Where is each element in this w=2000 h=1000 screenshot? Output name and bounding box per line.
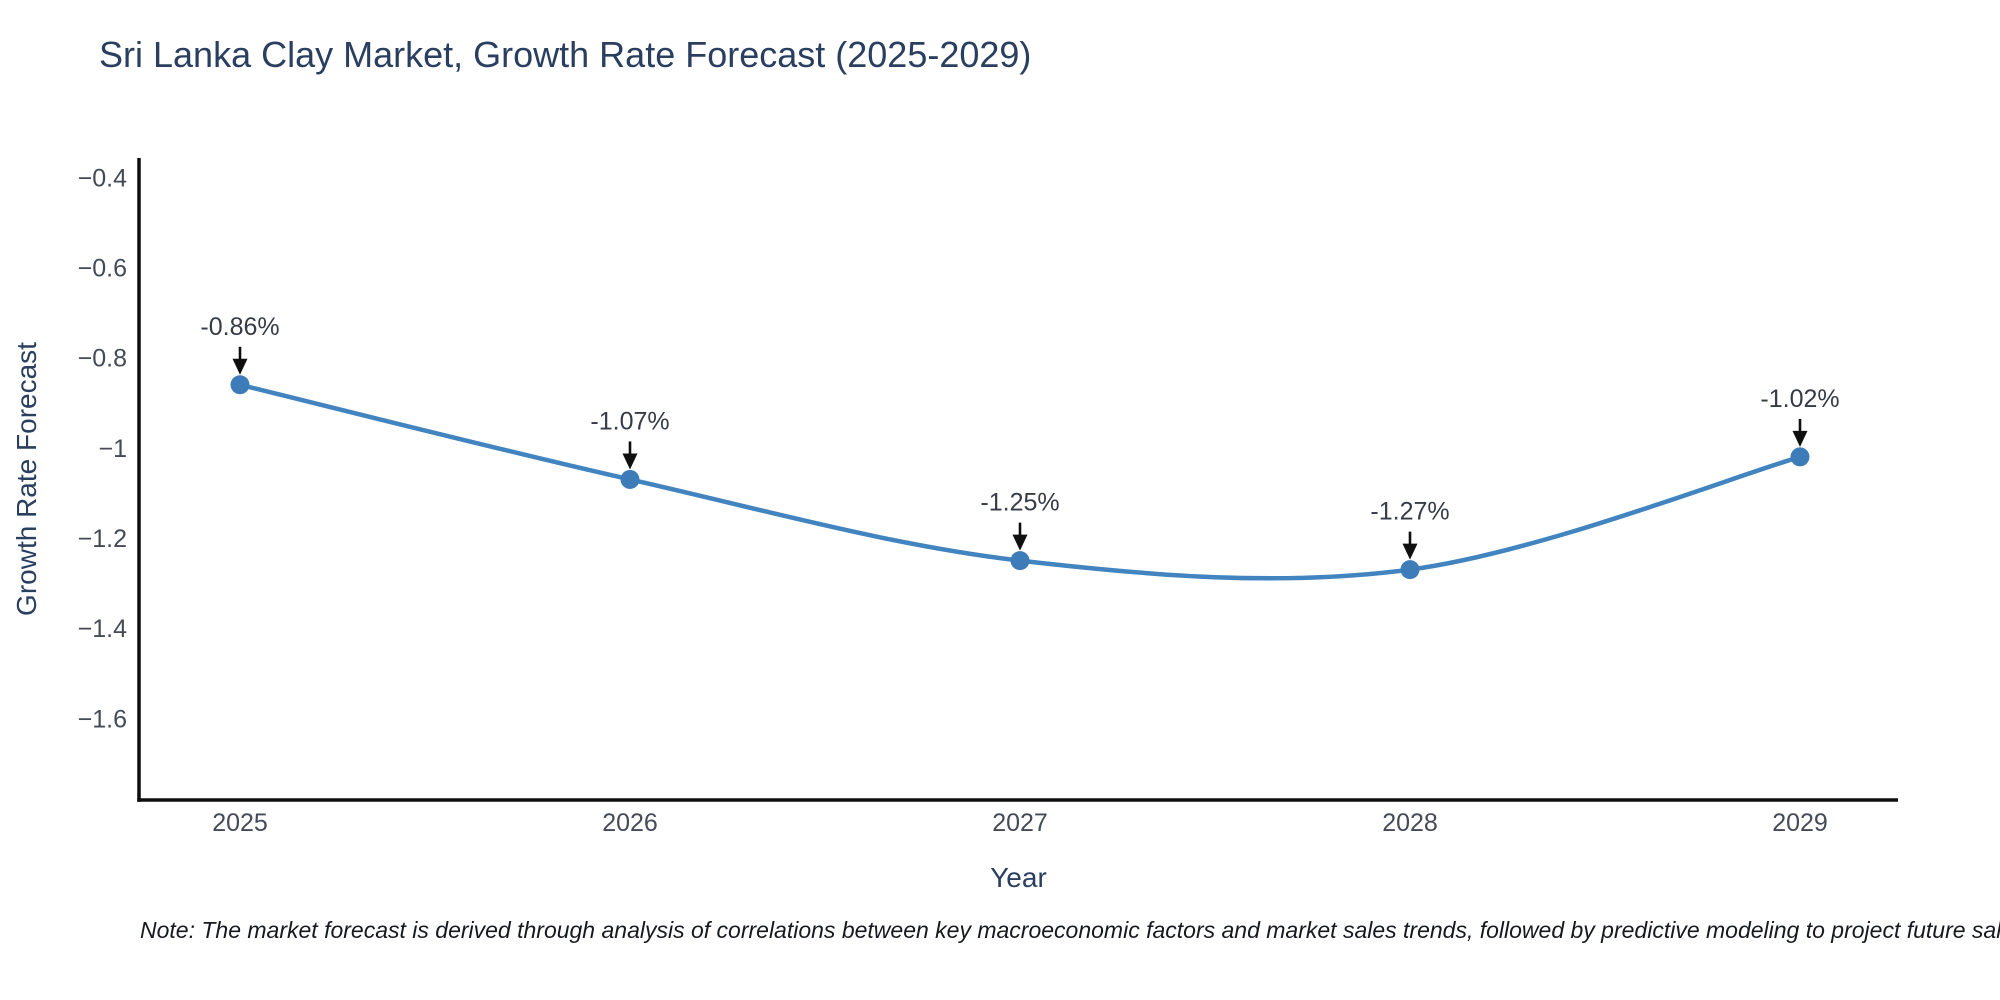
x-tick-label: 2026 <box>602 809 658 837</box>
annotation-arrow-head <box>1402 543 1418 560</box>
annotation-arrow-head <box>622 453 638 470</box>
data-point-marker <box>1400 560 1420 580</box>
y-tick-label: −1.2 <box>78 525 127 553</box>
data-point-marker <box>230 375 250 395</box>
y-axis-title: Growth Rate Forecast <box>11 342 42 616</box>
data-point-label: -0.86% <box>200 313 279 341</box>
y-tick-label: −0.8 <box>78 345 127 373</box>
data-point-label: -1.07% <box>590 407 669 435</box>
annotation-arrow-head <box>1792 430 1808 447</box>
y-tick-label: −0.6 <box>78 255 127 283</box>
annotation-arrow-head <box>1012 534 1028 551</box>
data-point-label: -1.02% <box>1760 385 1839 413</box>
data-point-marker <box>1010 551 1030 571</box>
y-tick-label: −1.4 <box>78 615 127 643</box>
x-tick-label: 2027 <box>992 809 1048 837</box>
data-point-marker <box>620 469 640 489</box>
data-point-marker <box>1790 447 1810 467</box>
chart-title: Sri Lanka Clay Market, Growth Rate Forec… <box>99 34 1032 75</box>
annotation-arrow-head <box>232 358 248 375</box>
y-tick-label: −1.6 <box>78 705 127 733</box>
data-point-label: -1.25% <box>980 489 1059 517</box>
data-point-label: -1.27% <box>1370 498 1449 526</box>
x-tick-label: 2029 <box>1772 809 1828 837</box>
x-tick-label: 2028 <box>1382 809 1438 837</box>
x-axis-title: Year <box>990 862 1047 893</box>
y-tick-label: −0.4 <box>78 164 127 192</box>
footnote: Note: The market forecast is derived thr… <box>140 917 2000 943</box>
x-tick-label: 2025 <box>212 809 268 837</box>
y-tick-label: −1 <box>98 435 127 463</box>
